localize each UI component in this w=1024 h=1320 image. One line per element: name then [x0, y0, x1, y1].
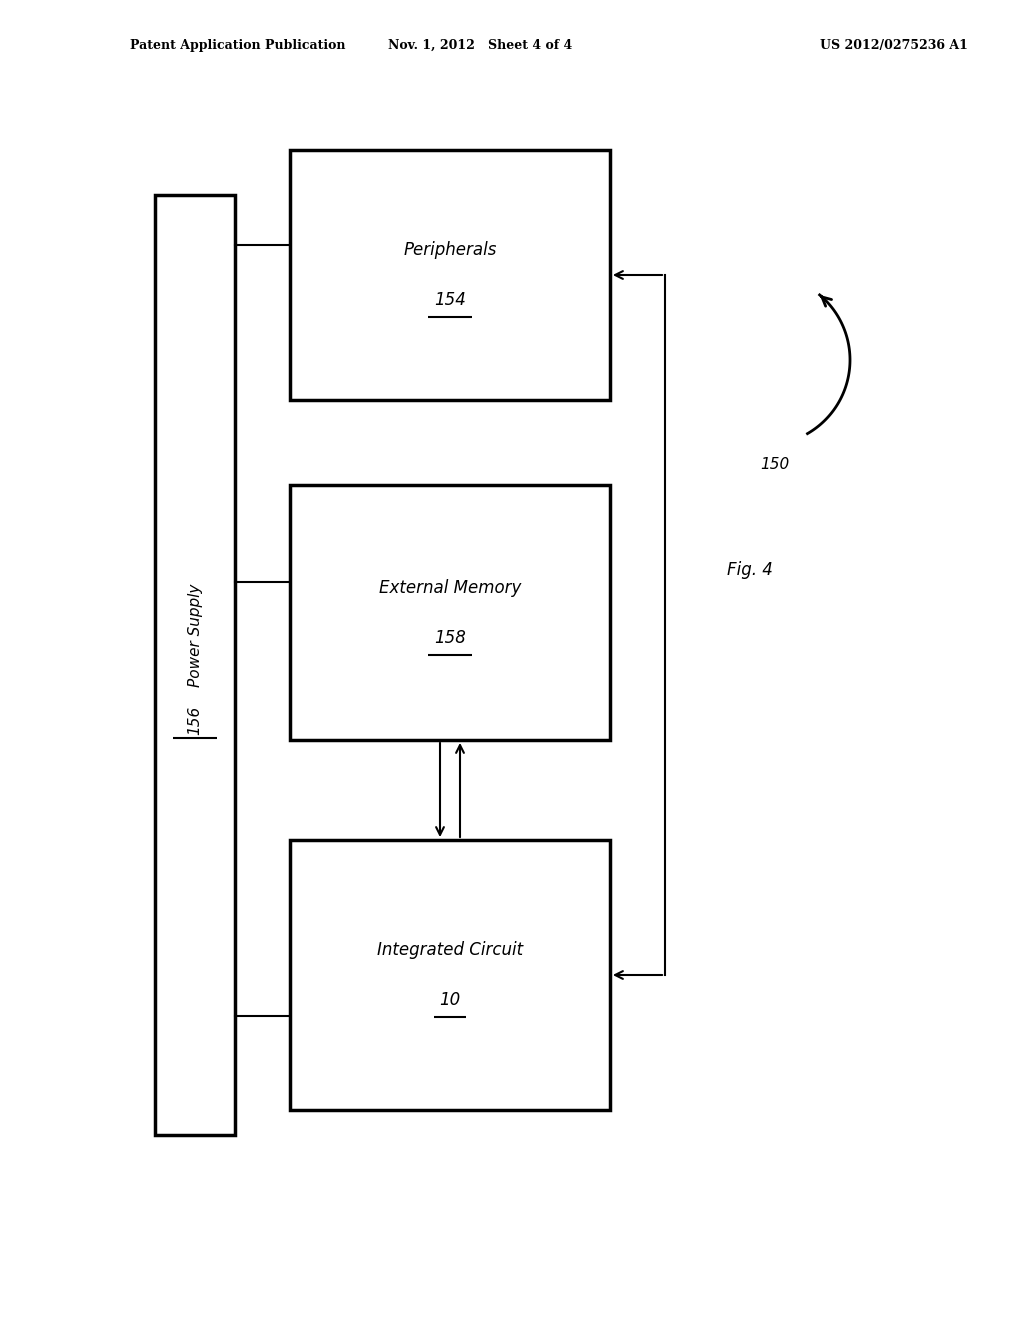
FancyBboxPatch shape: [290, 150, 610, 400]
Text: External Memory: External Memory: [379, 578, 521, 597]
Text: Power Supply: Power Supply: [187, 583, 203, 686]
Text: 150: 150: [761, 458, 790, 473]
Text: US 2012/0275236 A1: US 2012/0275236 A1: [820, 38, 968, 51]
FancyBboxPatch shape: [290, 840, 610, 1110]
Text: 10: 10: [439, 991, 461, 1008]
Text: Integrated Circuit: Integrated Circuit: [377, 941, 523, 960]
Text: 158: 158: [434, 628, 466, 647]
Text: 156: 156: [187, 705, 203, 735]
Text: 154: 154: [434, 290, 466, 309]
FancyBboxPatch shape: [155, 195, 234, 1135]
Text: Peripherals: Peripherals: [403, 242, 497, 259]
Text: Nov. 1, 2012   Sheet 4 of 4: Nov. 1, 2012 Sheet 4 of 4: [388, 38, 572, 51]
FancyBboxPatch shape: [290, 484, 610, 741]
Text: Fig. 4: Fig. 4: [727, 561, 773, 579]
Text: Patent Application Publication: Patent Application Publication: [130, 38, 345, 51]
